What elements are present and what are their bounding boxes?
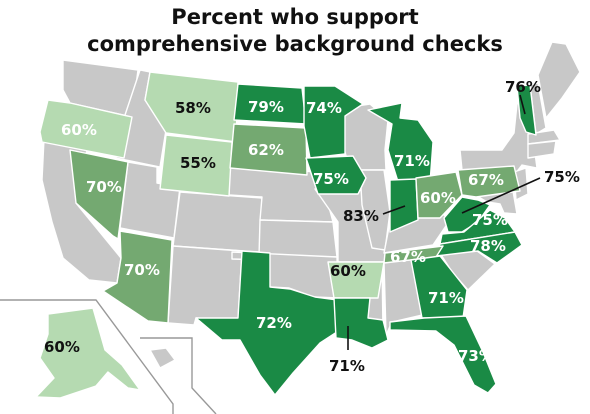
label-louisiana: 71% <box>329 357 365 375</box>
label-tennessee: 67% <box>390 248 426 266</box>
state-oregon <box>39 99 133 159</box>
state-iowa <box>305 155 367 195</box>
state-arkansas <box>327 261 385 299</box>
state-florida <box>389 315 497 394</box>
alaska-inset-frame <box>0 299 217 414</box>
label-west-virginia: 75% <box>544 168 580 186</box>
state-nevada <box>69 149 129 240</box>
state-ohio <box>415 171 463 219</box>
leader-line-west-virginia <box>461 177 541 214</box>
label-alaska: 60% <box>44 338 80 356</box>
label-oregon: 60% <box>61 121 97 139</box>
map-title-line-1: Percent who support <box>171 5 419 29</box>
label-michigan: 71% <box>394 152 430 170</box>
map-title-line-2: comprehensive background checks <box>87 32 503 56</box>
label-virginia: 75% <box>472 211 508 229</box>
label-pennsylvania: 67% <box>468 171 504 189</box>
state-arizona <box>102 230 173 324</box>
state-new-mexico <box>167 245 243 326</box>
label-arkansas: 60% <box>330 262 366 280</box>
state-wyoming <box>159 134 233 197</box>
state-montana <box>144 71 239 143</box>
label-north-dakota: 79% <box>248 98 284 116</box>
label-indiana: 83% <box>343 207 379 225</box>
state-connecticut-rhode-island <box>527 140 557 159</box>
state-vermont <box>516 84 537 136</box>
state-texas <box>195 250 341 396</box>
state-labels: 60% 58% 55% 70% 70% 79% 62% 74% 75% 71% … <box>44 78 580 375</box>
state-south-dakota <box>229 123 308 176</box>
leader-line-vermont <box>519 94 526 115</box>
label-georgia: 71% <box>428 289 464 307</box>
leader-lines <box>347 94 541 350</box>
label-vermont: 76% <box>505 78 541 96</box>
state-colorado <box>172 191 263 253</box>
state-alaska <box>35 307 141 399</box>
leader-line-indiana <box>382 205 406 215</box>
map-title: Percent who support comprehensive backgr… <box>0 4 590 58</box>
label-ohio: 60% <box>420 189 456 207</box>
label-wyoming: 55% <box>180 154 216 172</box>
hawaii-inset-border <box>140 337 217 414</box>
state-georgia <box>410 255 468 319</box>
label-iowa: 75% <box>313 170 349 188</box>
state-indiana <box>389 178 419 233</box>
alaska-inset-border <box>0 299 174 414</box>
label-minnesota: 74% <box>306 99 342 117</box>
state-pennsylvania <box>457 165 521 198</box>
label-texas: 72% <box>256 314 292 332</box>
label-arizona: 70% <box>124 261 160 279</box>
label-south-dakota: 62% <box>248 141 284 159</box>
label-florida: 73% <box>458 347 494 365</box>
state-michigan <box>367 102 434 189</box>
label-nevada: 70% <box>86 178 122 196</box>
label-montana: 58% <box>175 99 211 117</box>
state-maine <box>537 41 581 119</box>
state-kansas <box>258 219 338 258</box>
label-north-carolina: 78% <box>470 237 506 255</box>
data-states <box>35 71 537 399</box>
state-minnesota <box>303 85 364 159</box>
state-hawaii-area <box>149 347 176 369</box>
